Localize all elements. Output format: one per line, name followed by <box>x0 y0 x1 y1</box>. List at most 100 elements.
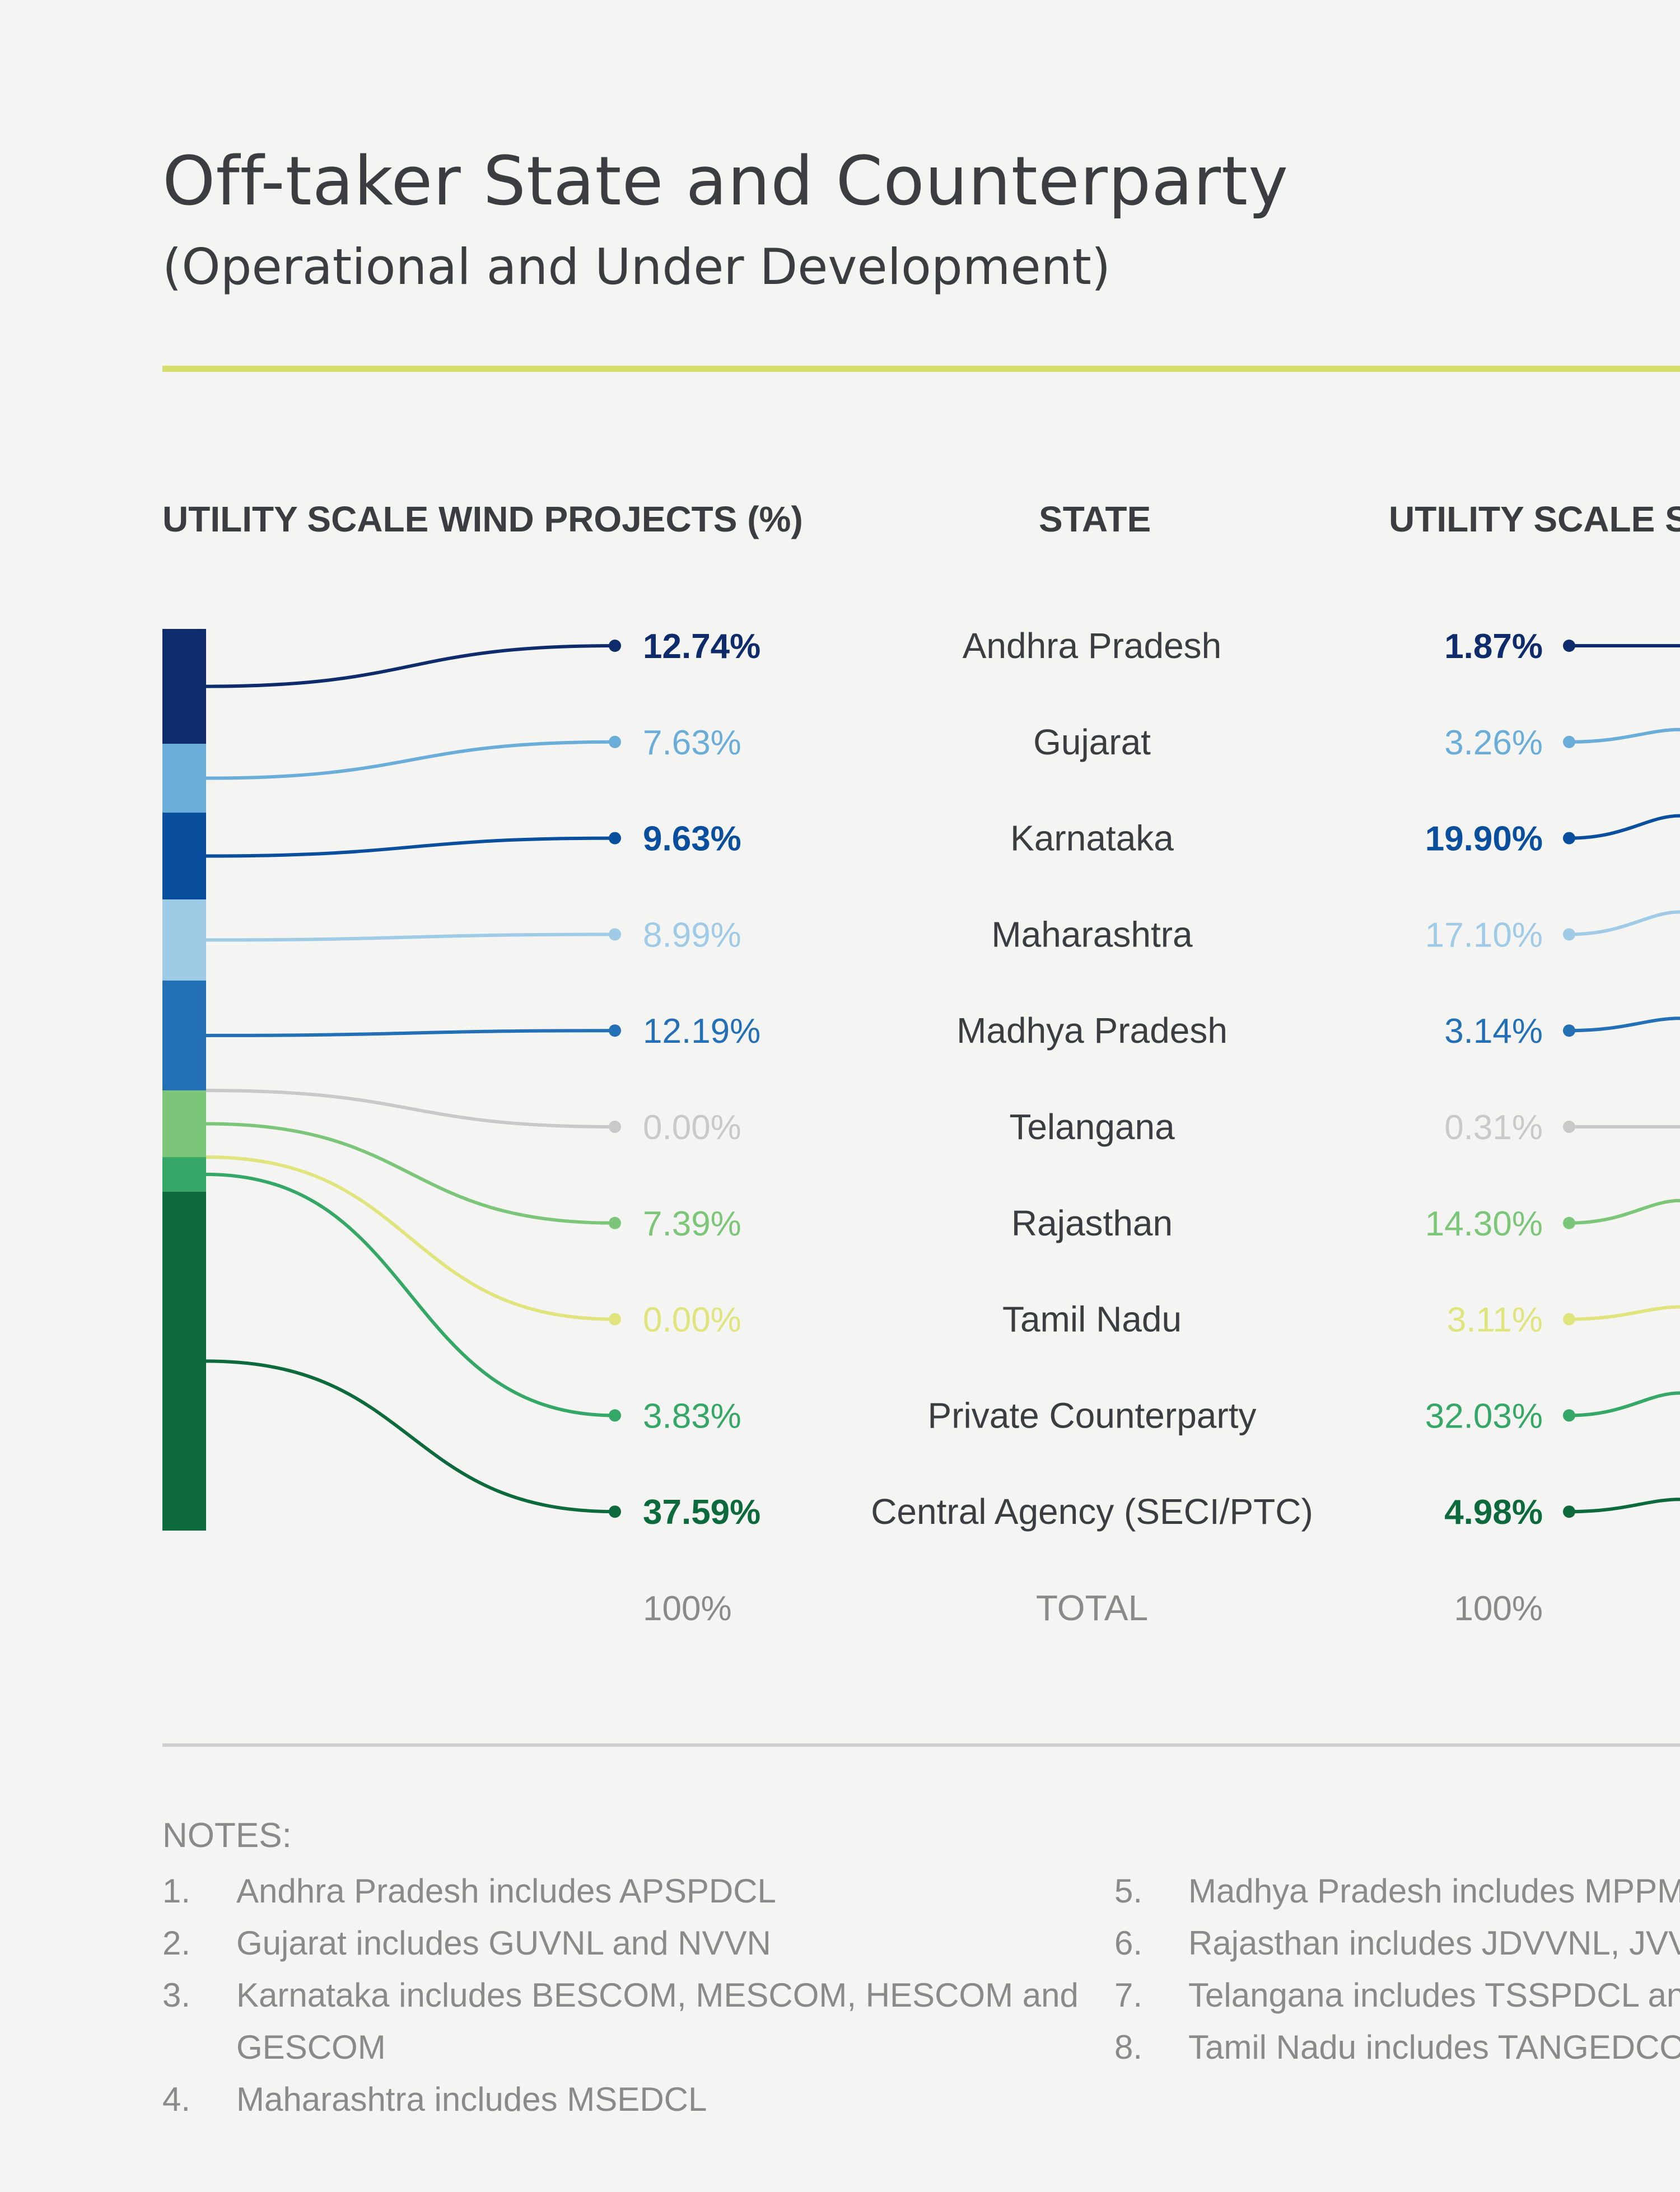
solar-value-tamil-nadu: 3.11% <box>1447 1301 1543 1340</box>
solar-connector-gujarat <box>1569 727 1680 744</box>
solar-connector-maharashtra <box>1569 910 1680 936</box>
wind-connector-dot-central-agency-seci-ptc <box>609 1505 621 1518</box>
note-number: 1. <box>162 1872 191 1910</box>
note-text: Rajasthan includes JDVVNL, JVVN <box>1188 1924 1680 1962</box>
wind-bar-segment-madhya-pradesh <box>162 980 206 1091</box>
wind-value-gujarat: 7.63% <box>643 724 741 762</box>
note-text: Karnataka includes BESCOM, MESCOM, HESCO… <box>236 1976 1079 2014</box>
solar-value-private-counterparty: 32.03% <box>1425 1397 1543 1435</box>
wind-bar-segment-gujarat <box>162 744 206 813</box>
wind-connector-private-counterparty <box>206 1172 615 1417</box>
wind-bar-segment-central-agency-seci-ptc <box>162 1191 206 1531</box>
note-number: 7. <box>1114 1976 1143 2014</box>
note-text: Gujarat includes GUVNL and NVVN <box>236 1924 771 1962</box>
wind-column-header: UTILITY SCALE WIND PROJECTS (%) <box>162 499 803 539</box>
note-text: Tamil Nadu includes TANGEDCO <box>1188 2028 1680 2066</box>
wind-bar-segment-karnataka <box>162 812 206 900</box>
wind-connector-dot-tamil-nadu <box>609 1313 621 1326</box>
note-text: Telangana includes TSSPDCL and <box>1188 1976 1680 2014</box>
wind-value-rajasthan: 7.39% <box>643 1205 741 1243</box>
wind-connector-dot-karnataka <box>609 832 621 845</box>
solar-connector-central-agency-seci-ptc <box>1569 1498 1680 1514</box>
wind-connector-dot-gujarat <box>609 735 621 748</box>
solar-value-andhra-pradesh: 1.87% <box>1444 627 1543 666</box>
notes-divider <box>162 1743 1680 1747</box>
solar-value-maharashtra: 17.10% <box>1425 916 1543 954</box>
solar-total-value: 100% <box>1454 1589 1543 1628</box>
state-label-private-counterparty: Private Counterparty <box>928 1395 1257 1435</box>
wind-connector-andhra-pradesh <box>206 644 615 688</box>
state-label-gujarat: Gujarat <box>1033 722 1151 762</box>
wind-total-value: 100% <box>643 1589 732 1628</box>
solar-connector-rajasthan <box>1569 1198 1680 1225</box>
state-column-header: STATE <box>1039 499 1151 539</box>
wind-connector-dot-maharashtra <box>609 928 621 941</box>
wind-connector-gujarat <box>206 740 615 780</box>
solar-column-header: UTILITY SCALE SC <box>1389 499 1680 539</box>
note-item: GESCOM <box>162 2028 386 2067</box>
note-item: 8. Tamil Nadu includes TANGEDCO <box>1114 2028 1680 2067</box>
wind-value-private-counterparty: 3.83% <box>643 1397 741 1435</box>
solar-connector-madhya-pradesh <box>1569 1016 1680 1033</box>
wind-connector-madhya-pradesh <box>206 1029 615 1037</box>
wind-connector-dot-andhra-pradesh <box>609 640 621 652</box>
state-label-telangana: Telangana <box>1009 1107 1175 1147</box>
wind-connector-karnataka <box>206 836 615 858</box>
chart-subtitle: (Operational and Under Development) <box>162 238 1111 296</box>
state-label-maharashtra: Maharashtra <box>991 914 1193 954</box>
total-label: TOTAL <box>1036 1588 1148 1628</box>
state-label-central-agency-seci-ptc: Central Agency (SECI/PTC) <box>871 1491 1313 1532</box>
state-label-andhra-pradesh: Andhra Pradesh <box>963 626 1222 666</box>
note-item: 4. Maharashtra includes MSEDCL <box>162 2080 707 2119</box>
wind-value-central-agency-seci-ptc: 37.59% <box>643 1493 760 1532</box>
solar-connector-private-counterparty <box>1569 1391 1680 1417</box>
solar-connector-karnataka <box>1569 814 1680 840</box>
note-item: 7. Telangana includes TSSPDCL and <box>1114 1976 1680 2014</box>
title-divider <box>162 366 1680 372</box>
state-label-rajasthan: Rajasthan <box>1011 1203 1173 1243</box>
state-label-madhya-pradesh: Madhya Pradesh <box>956 1010 1228 1051</box>
wind-connector-dot-private-counterparty <box>609 1409 621 1422</box>
note-item: 1. Andhra Pradesh includes APSPDCL <box>162 1872 776 1910</box>
note-item: 5. Madhya Pradesh includes MPPMC <box>1114 1872 1680 1910</box>
note-item: 6. Rajasthan includes JDVVNL, JVVN <box>1114 1924 1680 1962</box>
note-number: 6. <box>1114 1924 1143 1962</box>
wind-connector-tamil-nadu <box>206 1155 615 1321</box>
wind-connector-central-agency-seci-ptc <box>206 1359 615 1514</box>
wind-value-andhra-pradesh: 12.74% <box>643 627 760 666</box>
note-text: GESCOM <box>236 2028 386 2066</box>
note-text: Maharashtra includes MSEDCL <box>236 2081 707 2118</box>
wind-bar-segment-maharashtra <box>162 899 206 981</box>
note-number: 4. <box>162 2081 191 2118</box>
notes-heading: NOTES: <box>162 1816 292 1855</box>
wind-connector-dot-madhya-pradesh <box>609 1024 621 1037</box>
note-number: 5. <box>1114 1872 1143 1910</box>
wind-value-tamil-nadu: 0.00% <box>643 1301 741 1340</box>
solar-value-telangana: 0.31% <box>1444 1108 1543 1147</box>
note-number: 8. <box>1114 2028 1143 2066</box>
state-label-tamil-nadu: Tamil Nadu <box>1002 1299 1182 1340</box>
wind-bar-segment-rajasthan <box>162 1090 206 1158</box>
solar-value-rajasthan: 14.30% <box>1425 1205 1543 1243</box>
solar-value-madhya-pradesh: 3.14% <box>1444 1012 1543 1051</box>
wind-bar-segment-private-counterparty <box>162 1157 206 1192</box>
wind-connector-telangana <box>206 1089 615 1128</box>
note-text: Andhra Pradesh includes APSPDCL <box>236 1872 776 1910</box>
note-item: 2. Gujarat includes GUVNL and NVVN <box>162 1924 771 1962</box>
state-label-karnataka: Karnataka <box>1010 818 1174 859</box>
wind-connector-dot-rajasthan <box>609 1216 621 1229</box>
solar-value-central-agency-seci-ptc: 4.98% <box>1444 1493 1543 1532</box>
solar-connector-tamil-nadu <box>1569 1305 1680 1321</box>
wind-connector-rajasthan <box>206 1122 615 1225</box>
wind-value-maharashtra: 8.99% <box>643 916 741 954</box>
wind-connector-maharashtra <box>206 932 615 942</box>
offtaker-chart: 12.74% Andhra Pradesh 1.87% 7.63% Gujarat 3.2… <box>162 626 1680 1628</box>
wind-value-madhya-pradesh: 12.19% <box>643 1012 760 1051</box>
wind-value-telangana: 0.00% <box>643 1108 741 1147</box>
note-item: 3. Karnataka includes BESCOM, MESCOM, HES… <box>162 1976 1079 2014</box>
solar-value-karnataka: 19.90% <box>1425 820 1543 859</box>
wind-value-karnataka: 9.63% <box>643 820 741 859</box>
chart-title: Off-taker State and Counterparty <box>162 143 1289 221</box>
wind-bar-segment-andhra-pradesh <box>162 629 206 744</box>
note-number: 3. <box>162 1976 191 2014</box>
